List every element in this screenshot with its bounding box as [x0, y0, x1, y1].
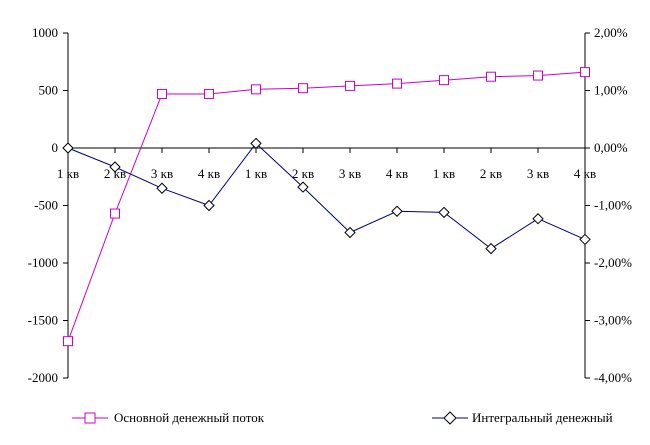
- series-2-point: [485, 242, 497, 255]
- right-axis-tick-label: -1,00%: [594, 198, 632, 213]
- right-axis-tick-label: -2,00%: [594, 255, 632, 270]
- legend-marker-series-1: [84, 412, 96, 424]
- series-1-point: [533, 70, 543, 81]
- series-1-point: [110, 208, 120, 219]
- series-2-point: [532, 213, 544, 225]
- x-axis-tick-label: 2 кв: [480, 166, 502, 181]
- series-2-point: [391, 205, 403, 217]
- series-1-point: [392, 78, 402, 89]
- legend: Основной денежный поток Интегральный ден…: [72, 410, 613, 425]
- left-axis-tick-label: 0: [52, 140, 59, 155]
- x-axis-tick-label: 1 кв: [57, 166, 79, 181]
- x-axis-tick-label: 2 кв: [292, 166, 314, 181]
- x-axis-tick-label: 3 кв: [339, 166, 361, 181]
- series-1-point: [298, 83, 308, 94]
- series-line-1: [67, 71, 586, 342]
- series-1-point: [580, 67, 590, 78]
- series-2-point: [250, 137, 262, 150]
- series-1-point: [345, 80, 355, 91]
- x-axis-tick-label: 4 кв: [574, 166, 596, 181]
- series-2-point: [344, 226, 356, 239]
- series-2-point: [203, 199, 215, 212]
- left-axis-tick-label: 500: [39, 83, 59, 98]
- legend-marker-series-2: [443, 411, 457, 425]
- x-axis-tick-label: 1 кв: [245, 166, 267, 181]
- series-2-point: [579, 233, 591, 246]
- right-axis-tick-label: 2,00%: [594, 25, 628, 40]
- series-1-point: [204, 88, 214, 99]
- right-axis-tick-label: 1,00%: [594, 83, 628, 98]
- right-axis-tick-label: -3,00%: [594, 313, 632, 328]
- tick-labels-group: 1000 500 0 -500 -1000 -1500 -2000 2,00% 1,00% 0,0…: [28, 25, 632, 385]
- legend-label-series-1: Основной денежный поток: [114, 410, 265, 425]
- axes-group: [63, 32, 590, 379]
- left-axis-tick-label: -1500: [28, 313, 58, 328]
- x-axis-tick-label: 3 кв: [151, 166, 173, 181]
- series-1-point: [439, 75, 449, 86]
- x-axis-tick-label: 3 кв: [527, 166, 549, 181]
- series-line-2: [67, 142, 586, 250]
- series-2-point: [62, 142, 74, 154]
- series-1-point: [63, 336, 73, 347]
- left-axis-tick-label: -1000: [28, 255, 58, 270]
- left-axis-tick-label: -500: [34, 198, 58, 213]
- left-axis-tick-label: 1000: [32, 25, 58, 40]
- series-2-point: [438, 206, 450, 219]
- right-axis-tick-label: 0,00%: [594, 140, 628, 155]
- right-axis-tick-label: -4,00%: [594, 370, 632, 385]
- x-axis-tick-label: 4 кв: [198, 166, 220, 181]
- series-2-point: [156, 182, 168, 194]
- x-axis-tick-label: 1 кв: [433, 166, 455, 181]
- series-1-point: [251, 84, 261, 95]
- series-1-point: [486, 71, 496, 82]
- series-2-point: [297, 181, 309, 193]
- series-2-point: [109, 161, 121, 173]
- series-1-point: [157, 88, 167, 99]
- left-axis-tick-label: -2000: [28, 370, 58, 385]
- x-axis-tick-label: 4 кв: [386, 166, 408, 181]
- series-group: [62, 67, 591, 347]
- legend-label-series-2: Интегральный денежный: [472, 410, 613, 425]
